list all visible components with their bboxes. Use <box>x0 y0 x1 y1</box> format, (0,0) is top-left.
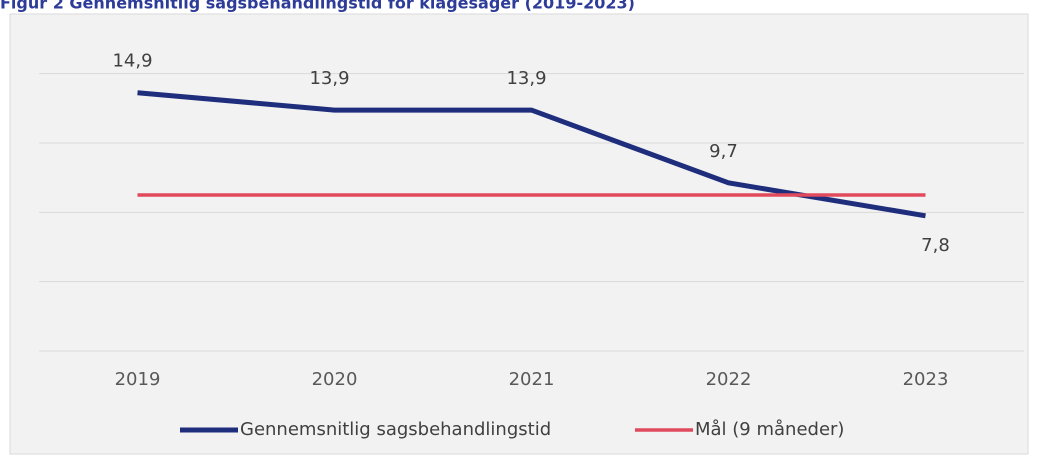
x-tick-label: 2019 <box>115 369 161 390</box>
x-tick-label: 2023 <box>903 369 949 390</box>
data-label: 13,9 <box>506 68 546 89</box>
x-tick-label: 2020 <box>312 369 358 390</box>
x-tick-label: 2022 <box>706 369 752 390</box>
chart-panel <box>9 13 1029 455</box>
legend-label: Mål (9 måneder) <box>695 419 844 440</box>
legend-label: Gennemsnitlig sagsbehandlingstid <box>240 419 551 440</box>
data-label: 7,8 <box>921 235 950 256</box>
chart-title: Figur 2 Gennemsnitlig sagsbehandlingstid… <box>0 0 635 13</box>
data-label: 14,9 <box>112 51 152 72</box>
data-label: 13,9 <box>309 68 349 89</box>
x-tick-label: 2021 <box>509 369 555 390</box>
data-label: 9,7 <box>709 141 738 162</box>
